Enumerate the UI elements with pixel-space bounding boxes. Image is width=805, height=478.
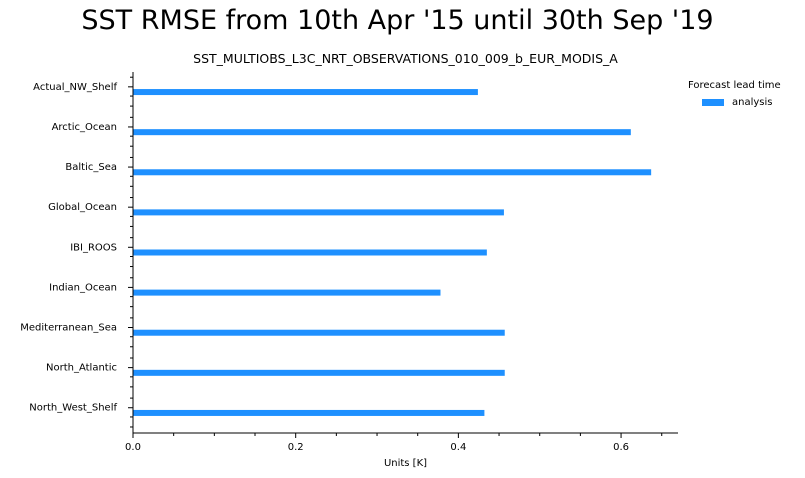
legend-label: analysis <box>732 97 773 108</box>
y-tick-label: Baltic_Sea <box>65 162 117 173</box>
y-tick-label: Actual_NW_Shelf <box>33 82 117 93</box>
y-tick-label: IBI_ROOS <box>70 242 117 253</box>
chart-title: SST RMSE from 10th Apr '15 until 30th Se… <box>81 5 714 36</box>
y-tick-label: Indian_Ocean <box>49 282 117 293</box>
y-tick-label: North_Atlantic <box>46 363 117 374</box>
y-tick-label: Mediterranean_Sea <box>20 323 117 334</box>
legend-entry: analysis <box>702 97 781 108</box>
legend-swatch <box>702 99 724 106</box>
legend: Forecast lead time analysis <box>688 80 781 108</box>
bar-Arctic_Ocean <box>133 129 631 136</box>
y-tick-label: Arctic_Ocean <box>52 122 117 133</box>
bar-Global_Ocean <box>133 209 504 216</box>
bar-Indian_Ocean <box>133 289 441 296</box>
x-tick-label: 0.0 <box>125 442 141 453</box>
bar-North_West_Shelf <box>133 409 485 416</box>
x-tick-label: 0.4 <box>450 442 466 453</box>
bar-IBI_ROOS <box>133 249 487 256</box>
x-tick-label: 0.2 <box>288 442 304 453</box>
bar-Baltic_Sea <box>133 169 652 176</box>
bar-Mediterranean_Sea <box>133 329 505 336</box>
y-tick-label: Global_Ocean <box>48 202 117 213</box>
chart-subtitle: SST_MULTIOBS_L3C_NRT_OBSERVATIONS_010_00… <box>193 51 618 66</box>
bar-Actual_NW_Shelf <box>133 89 478 96</box>
bar-North_Atlantic <box>133 369 505 376</box>
y-tick-label: North_West_Shelf <box>29 403 117 414</box>
x-tick-label: 0.6 <box>613 442 629 453</box>
legend-title: Forecast lead time <box>688 80 781 91</box>
x-axis-label: Units [K] <box>383 458 428 469</box>
